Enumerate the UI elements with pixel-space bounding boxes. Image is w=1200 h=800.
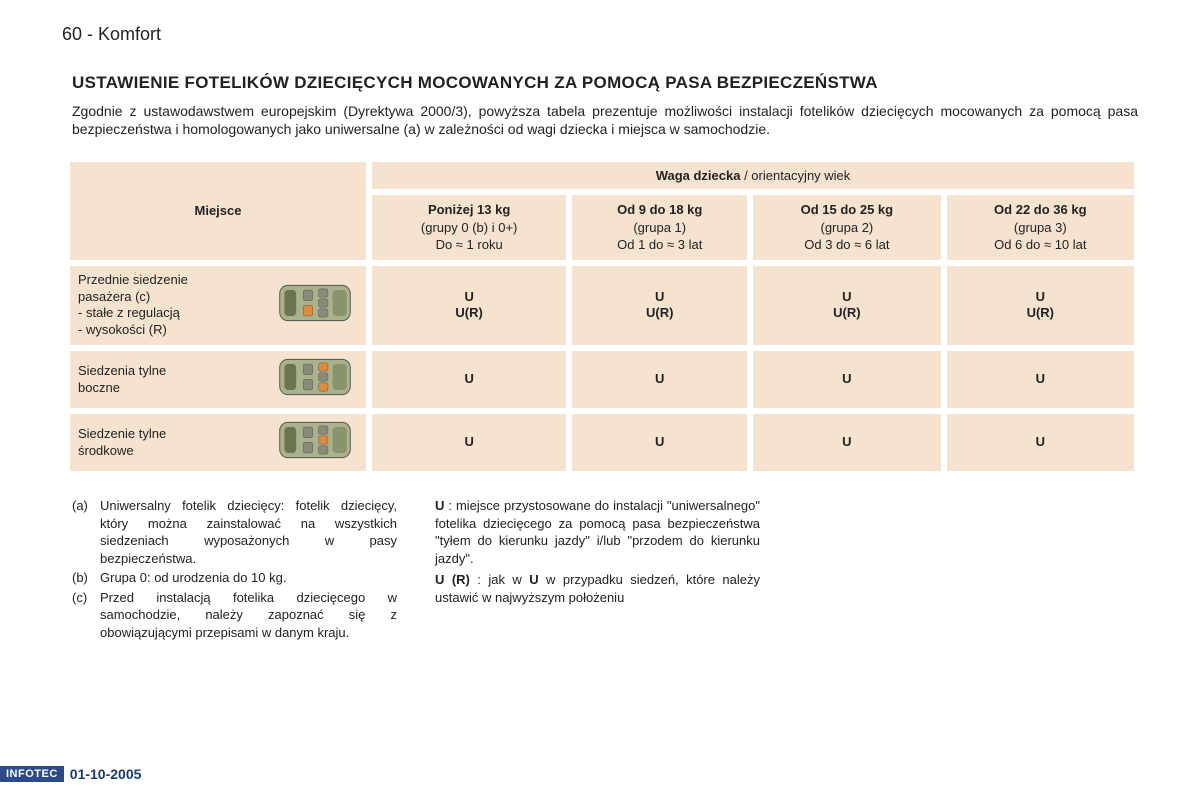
page-number: 60 - Komfort xyxy=(62,24,1138,45)
column-header: Od 15 do 25 kg(grupa 2)Od 3 do ≈ 6 lat xyxy=(753,195,940,260)
table-cell: U xyxy=(753,351,940,408)
column-header: Poniżej 13 kg(grupy 0 (b) i 0+)Do ≈ 1 ro… xyxy=(372,195,566,260)
intro-text: Zgodnie z ustawodawstwem europejskim (Dy… xyxy=(72,103,1138,138)
footer-date: 01-10-2005 xyxy=(70,766,142,782)
header-place: Miejsce xyxy=(70,162,366,260)
table-cell: U xyxy=(572,351,747,408)
row-label: Przednie siedzeniepasażera (c)- stałe z … xyxy=(70,266,366,346)
car-icon xyxy=(276,357,354,402)
table-cell: U xyxy=(372,414,566,471)
table-cell: UU(R) xyxy=(753,266,940,346)
legend-item: U : miejsce przystosowane do instalacji … xyxy=(435,497,760,567)
row-label: Siedzenia tylneboczne xyxy=(70,351,366,408)
table-cell: U xyxy=(572,414,747,471)
legend-item: U (R) : jak w U w przypadku siedzeń, któ… xyxy=(435,571,760,606)
table-cell: U xyxy=(372,351,566,408)
page-title: USTAWIENIE FOTELIKÓW DZIECIĘCYCH MOCOWAN… xyxy=(72,73,1138,93)
column-header: Od 22 do 36 kg(grupa 3)Od 6 do ≈ 10 lat xyxy=(947,195,1134,260)
legend-item: (b)Grupa 0: od urodzenia do 10 kg. xyxy=(72,569,397,587)
table-cell: U xyxy=(753,414,940,471)
table-cell: UU(R) xyxy=(372,266,566,346)
legend-block: (a)Uniwersalny fotelik dziecięcy: foteli… xyxy=(72,497,1138,643)
header-weight: Waga dziecka / orientacyjny wiek xyxy=(372,162,1134,189)
seat-table: Miejsce Waga dziecka / orientacyjny wiek… xyxy=(64,156,1140,477)
table-cell: UU(R) xyxy=(572,266,747,346)
brand-badge: INFOTEC xyxy=(0,766,64,782)
table-cell: UU(R) xyxy=(947,266,1134,346)
car-icon xyxy=(276,283,354,328)
column-header: Od 9 do 18 kg(grupa 1)Od 1 do ≈ 3 lat xyxy=(572,195,747,260)
row-label: Siedzenie tylneśrodkowe xyxy=(70,414,366,471)
car-icon xyxy=(276,420,354,465)
legend-item: (c)Przed instalacją fotelika dziecięcego… xyxy=(72,589,397,642)
legend-item: (a)Uniwersalny fotelik dziecięcy: foteli… xyxy=(72,497,397,567)
table-cell: U xyxy=(947,351,1134,408)
table-cell: U xyxy=(947,414,1134,471)
footer: INFOTEC 01-10-2005 xyxy=(0,766,141,782)
